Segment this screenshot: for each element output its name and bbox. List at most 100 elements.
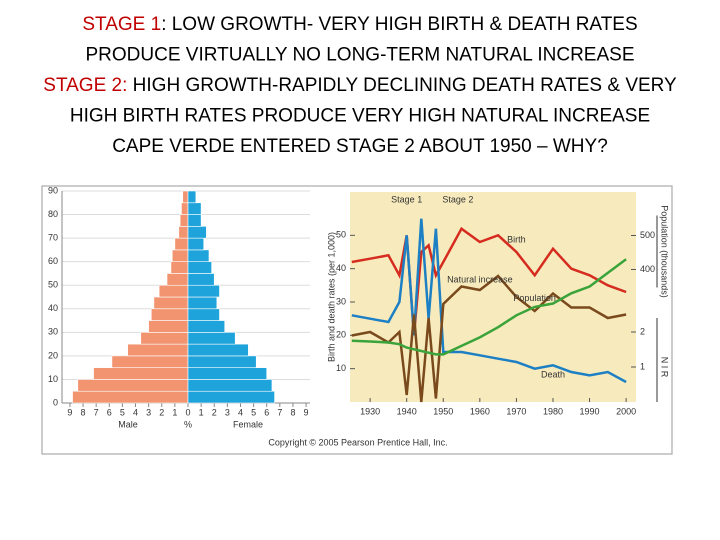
title-line: STAGE 1: LOW GROWTH- VERY HIGH BIRTH & D… — [82, 14, 637, 35]
x-tick-label: 1 — [199, 407, 204, 417]
bar — [187, 273, 215, 286]
title-segment: : LOW GROWTH- VERY HIGH BIRTH & DEATH RA… — [161, 14, 637, 35]
y2-tick-label: 500 — [640, 230, 655, 240]
bar — [150, 308, 189, 321]
series-line — [351, 274, 627, 403]
bar — [187, 343, 249, 357]
x-tick-label: 1940 — [397, 406, 417, 416]
title-segment: HIGH GROWTH-RAPIDLY DECLINING DEATH RATE… — [127, 75, 677, 96]
x-tick-label: 1930 — [360, 406, 380, 416]
bar — [178, 226, 189, 239]
x-tick-label: 9 — [67, 407, 72, 417]
x-tick-label: 2 — [212, 407, 217, 417]
bar — [166, 273, 189, 286]
bar — [187, 367, 268, 380]
bar — [93, 367, 189, 380]
y-tick-label: 40 — [48, 303, 58, 313]
bar — [111, 355, 189, 368]
x-tick-label: 1990 — [580, 406, 600, 416]
x-tick-label: 3 — [146, 407, 151, 417]
bar — [187, 308, 220, 321]
y-axis-label: Birth and death rates (per 1,000) — [326, 232, 336, 362]
title-line: PRODUCE VIRTUALLY NO LONG-TERM NATURAL I… — [86, 45, 635, 66]
bar — [181, 202, 189, 215]
series-line — [351, 226, 627, 336]
bar — [187, 355, 257, 368]
series-line — [351, 218, 627, 384]
x-tick-label: 9 — [304, 407, 309, 417]
title-segment: STAGE 2: — [43, 75, 127, 96]
series-label: Death — [541, 370, 565, 380]
x-tick-label: 8 — [81, 407, 86, 417]
bar — [171, 249, 189, 262]
x-tick-label: 1950 — [433, 406, 453, 416]
bar — [187, 261, 212, 274]
x-tick-label: 5 — [251, 407, 256, 417]
title-segment: HIGH BIRTH RATES PRODUCE VERY HIGH NATUR… — [70, 106, 650, 127]
x-tick-label: 8 — [290, 407, 295, 417]
bar — [187, 237, 205, 251]
x-tick-label: 7 — [277, 407, 282, 417]
x-tick-label: 1 — [172, 407, 177, 417]
slide-title: STAGE 1: LOW GROWTH- VERY HIGH BIRTH & D… — [43, 14, 677, 157]
x-axis-label: % — [184, 419, 192, 429]
y-tick-label: 80 — [48, 209, 58, 219]
bar — [140, 332, 189, 345]
x-tick-label: 1970 — [506, 406, 526, 416]
bar — [127, 343, 189, 357]
y3-tick-label: 2 — [640, 326, 645, 336]
title-segment: CAPE VERDE ENTERED STAGE 2 ABOUT 1950 – … — [112, 136, 608, 157]
y-tick-label: 10 — [336, 363, 346, 373]
x-tick-label: 6 — [264, 407, 269, 417]
bar — [187, 214, 202, 227]
y3-tick-label: 1 — [640, 361, 645, 371]
title-segment: PRODUCE VIRTUALLY NO LONG-TERM NATURAL I… — [86, 45, 635, 66]
x-tick-label: 4 — [238, 407, 243, 417]
bar — [187, 284, 220, 298]
x-tick-label: 4 — [133, 407, 138, 417]
bar — [187, 249, 210, 262]
annotation: Stage 1 — [391, 194, 422, 204]
x-tick-label: 1980 — [543, 406, 563, 416]
annotation: Stage 2 — [442, 194, 473, 204]
title-segment: STAGE 1 — [82, 14, 161, 35]
y-tick-label: 50 — [336, 230, 346, 240]
legend-label: Female — [233, 419, 263, 429]
bar — [187, 202, 202, 215]
bar — [179, 214, 189, 227]
bar — [187, 226, 207, 239]
copyright: Copyright © 2005 Pearson Prentice Hall, … — [268, 437, 447, 447]
y2-tick-label: 400 — [640, 264, 655, 274]
bar — [187, 296, 218, 310]
y2-axis-label: Population (thousands) — [660, 205, 670, 298]
bar — [148, 320, 189, 333]
x-tick-label: 3 — [225, 407, 230, 417]
series-line — [351, 258, 627, 356]
x-tick-label: 1960 — [470, 406, 490, 416]
bar — [187, 390, 275, 404]
series-label: Natural increase — [447, 274, 513, 284]
x-tick-label: 5 — [120, 407, 125, 417]
y-tick-label: 0 — [53, 397, 58, 407]
y-tick-label: 20 — [48, 350, 58, 360]
y-tick-label: 10 — [48, 374, 58, 384]
y-tick-label: 30 — [336, 296, 346, 306]
bar — [158, 284, 189, 298]
title-line: HIGH BIRTH RATES PRODUCE VERY HIGH NATUR… — [70, 106, 650, 127]
bar — [153, 296, 189, 310]
series-label: Population — [513, 293, 556, 303]
bar — [174, 237, 189, 251]
bar — [77, 379, 189, 392]
y-tick-label: 90 — [48, 185, 58, 195]
y-tick-label: 30 — [48, 327, 58, 337]
title-line: STAGE 2: HIGH GROWTH-RAPIDLY DECLINING D… — [43, 75, 677, 96]
bar — [187, 332, 236, 345]
y3-axis-label: N I R — [660, 357, 670, 378]
x-tick-label: 7 — [94, 407, 99, 417]
y-tick-label: 20 — [336, 330, 346, 340]
plot-background — [350, 192, 636, 402]
x-tick-label: 2 — [159, 407, 164, 417]
x-tick-label: 6 — [107, 407, 112, 417]
bar — [187, 190, 197, 204]
